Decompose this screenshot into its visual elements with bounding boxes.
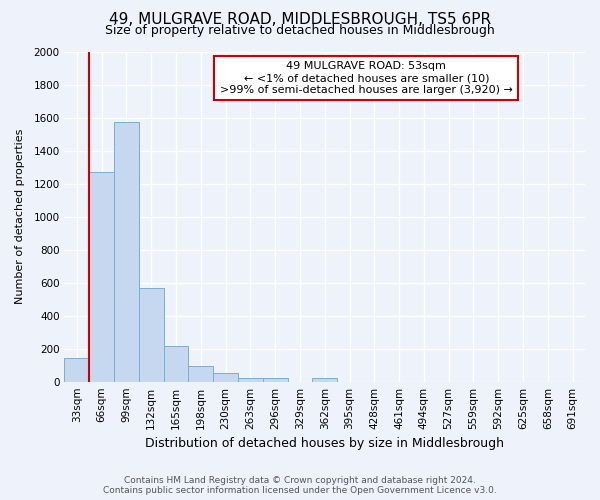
Text: 49, MULGRAVE ROAD, MIDDLESBROUGH, TS5 6PR: 49, MULGRAVE ROAD, MIDDLESBROUGH, TS5 6P… — [109, 12, 491, 28]
Bar — [263, 378, 287, 382]
Text: Contains HM Land Registry data © Crown copyright and database right 2024.
Contai: Contains HM Land Registry data © Crown c… — [103, 476, 497, 495]
X-axis label: Distribution of detached houses by size in Middlesbrough: Distribution of detached houses by size … — [145, 437, 504, 450]
Bar — [313, 378, 337, 382]
Bar — [213, 374, 238, 382]
Y-axis label: Number of detached properties: Number of detached properties — [15, 129, 25, 304]
Bar — [188, 366, 213, 382]
Text: Size of property relative to detached houses in Middlesbrough: Size of property relative to detached ho… — [105, 24, 495, 37]
Bar — [164, 346, 188, 382]
Bar — [114, 122, 139, 382]
Bar — [89, 172, 114, 382]
Text: 49 MULGRAVE ROAD: 53sqm
← <1% of detached houses are smaller (10)
>99% of semi-d: 49 MULGRAVE ROAD: 53sqm ← <1% of detache… — [220, 62, 513, 94]
Bar — [139, 288, 164, 382]
Bar — [64, 358, 89, 382]
Bar — [238, 378, 263, 382]
